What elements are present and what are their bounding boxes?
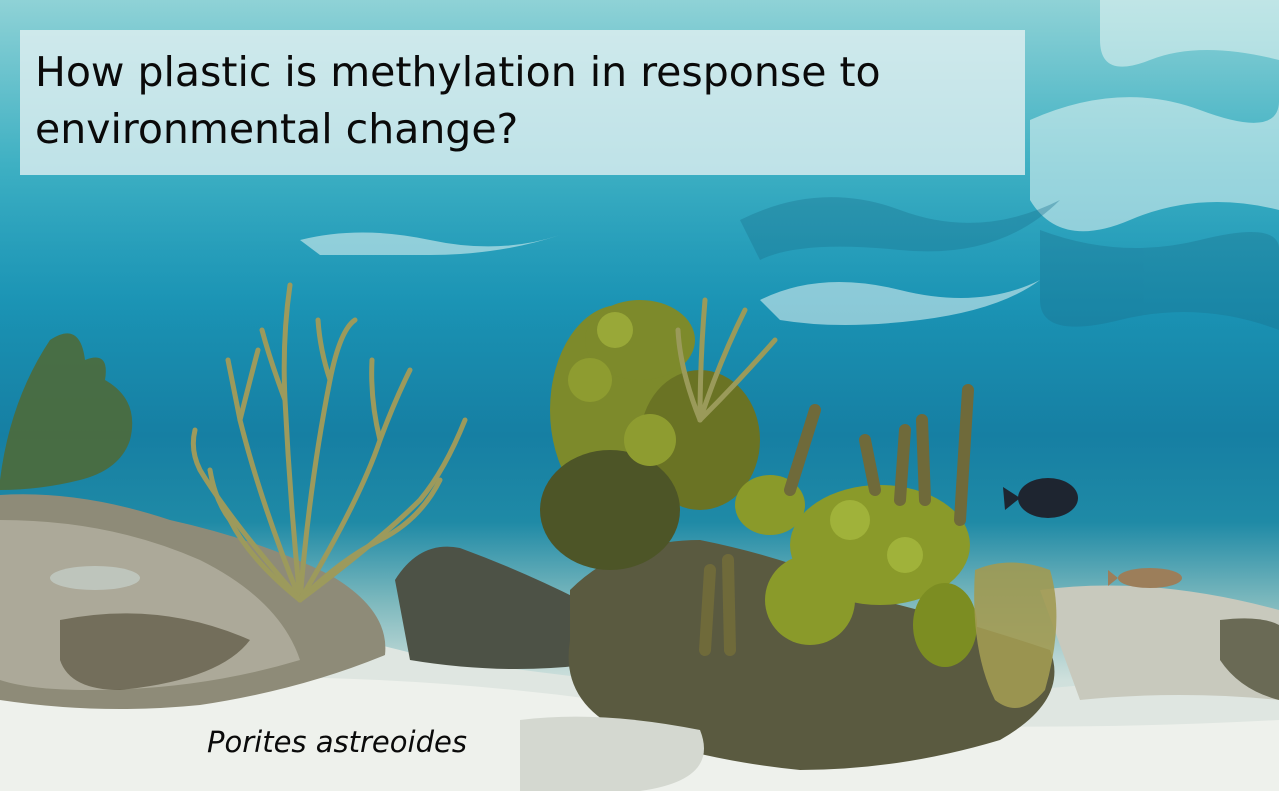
species-caption: Porites astreoides (207, 725, 467, 759)
dark-fish (1003, 478, 1078, 518)
slide-title: How plastic is methylation in response t… (35, 48, 881, 153)
middle-rock (395, 546, 585, 669)
small-fish (1108, 568, 1182, 588)
coral-base-rock (568, 540, 1055, 770)
sea-rod-left (190, 282, 468, 603)
title-box (20, 30, 1025, 175)
pale-fish (50, 566, 140, 590)
finger-coral (699, 384, 974, 656)
sea-fan-right (974, 562, 1057, 708)
sea-rod-center (675, 297, 778, 423)
right-rubble (1040, 585, 1279, 700)
mustard-coral-tall (540, 300, 760, 570)
sea-fan-left (0, 333, 133, 490)
mustard-coral-lower (735, 475, 977, 667)
